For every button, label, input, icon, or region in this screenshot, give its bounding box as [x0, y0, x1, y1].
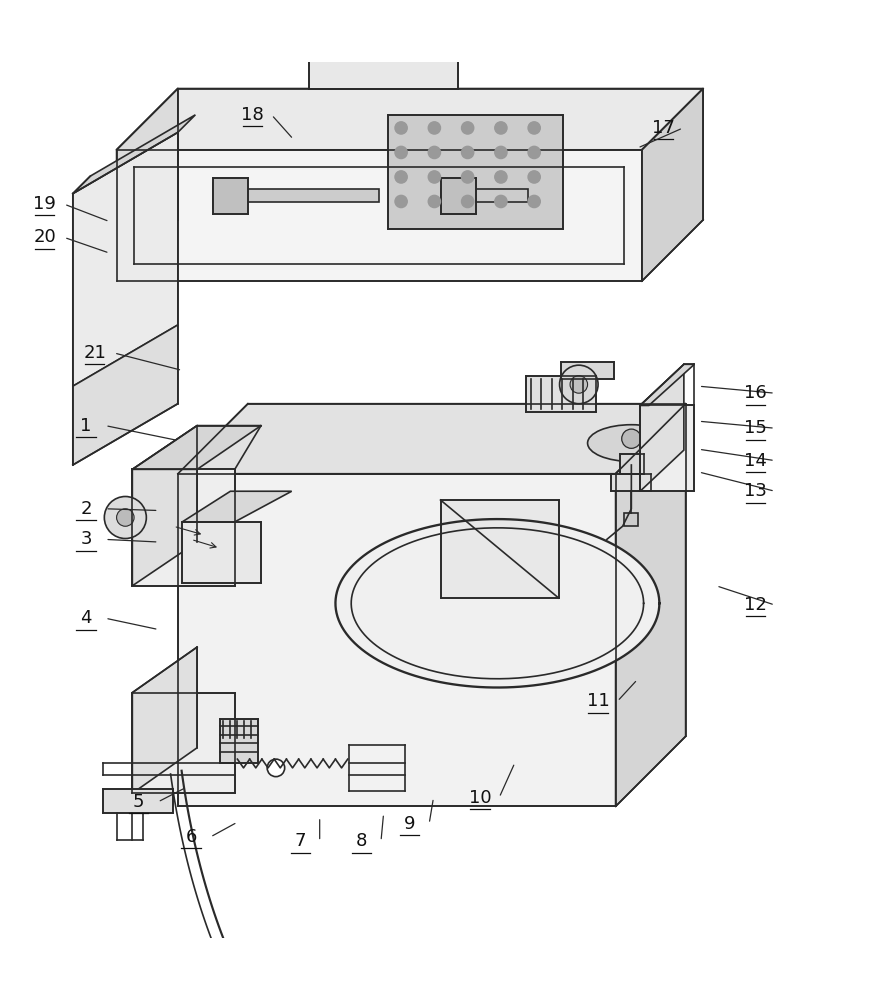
Polygon shape	[620, 454, 644, 474]
Polygon shape	[640, 364, 684, 491]
Text: 2: 2	[80, 500, 92, 518]
Polygon shape	[640, 364, 694, 405]
Circle shape	[104, 496, 146, 539]
Text: 6: 6	[185, 828, 196, 846]
Polygon shape	[132, 647, 197, 793]
Text: 19: 19	[33, 195, 56, 213]
Polygon shape	[526, 376, 596, 412]
Circle shape	[462, 171, 474, 183]
Polygon shape	[178, 474, 616, 806]
Polygon shape	[213, 183, 231, 208]
Polygon shape	[132, 426, 197, 586]
Circle shape	[462, 195, 474, 208]
Circle shape	[528, 171, 540, 183]
Circle shape	[559, 365, 598, 404]
Text: 17: 17	[652, 119, 675, 137]
Circle shape	[428, 171, 440, 183]
Polygon shape	[178, 404, 685, 474]
Polygon shape	[182, 522, 261, 583]
Text: 11: 11	[587, 692, 610, 710]
Polygon shape	[336, 519, 659, 688]
Circle shape	[428, 122, 440, 134]
Polygon shape	[132, 469, 234, 586]
Circle shape	[395, 122, 407, 134]
Ellipse shape	[588, 425, 675, 461]
Text: 13: 13	[744, 482, 767, 500]
Text: 4: 4	[80, 609, 92, 627]
Polygon shape	[103, 789, 174, 813]
Text: 21: 21	[84, 344, 106, 362]
Polygon shape	[625, 513, 639, 526]
Polygon shape	[116, 89, 703, 150]
Circle shape	[428, 146, 440, 159]
Circle shape	[116, 509, 134, 526]
Polygon shape	[73, 115, 196, 194]
Polygon shape	[116, 150, 642, 281]
Circle shape	[622, 429, 641, 448]
Polygon shape	[132, 426, 261, 469]
Circle shape	[267, 759, 285, 777]
Polygon shape	[440, 189, 528, 202]
Polygon shape	[213, 178, 248, 214]
Polygon shape	[220, 719, 258, 763]
Text: 8: 8	[356, 832, 367, 850]
Polygon shape	[611, 474, 650, 491]
Polygon shape	[388, 115, 563, 229]
Circle shape	[528, 122, 540, 134]
Polygon shape	[73, 325, 178, 465]
Text: 14: 14	[744, 452, 767, 470]
Text: 10: 10	[469, 789, 492, 807]
Polygon shape	[116, 89, 178, 281]
Text: 15: 15	[744, 419, 767, 437]
Polygon shape	[73, 132, 178, 386]
Circle shape	[395, 171, 407, 183]
Circle shape	[395, 146, 407, 159]
Circle shape	[462, 146, 474, 159]
Circle shape	[495, 146, 507, 159]
Polygon shape	[440, 178, 476, 214]
Polygon shape	[440, 500, 559, 598]
Circle shape	[495, 122, 507, 134]
Text: 20: 20	[33, 228, 56, 246]
Text: 9: 9	[404, 815, 416, 833]
Polygon shape	[132, 693, 234, 793]
Circle shape	[528, 195, 540, 208]
Text: 7: 7	[294, 832, 307, 850]
Polygon shape	[561, 362, 614, 379]
Circle shape	[495, 195, 507, 208]
Circle shape	[428, 195, 440, 208]
Polygon shape	[642, 89, 703, 281]
Text: 12: 12	[744, 596, 767, 614]
Circle shape	[395, 195, 407, 208]
Polygon shape	[640, 405, 694, 491]
Polygon shape	[182, 491, 292, 522]
Text: 16: 16	[744, 384, 767, 402]
Circle shape	[462, 122, 474, 134]
Text: 5: 5	[133, 793, 144, 811]
Text: 3: 3	[80, 530, 92, 548]
Circle shape	[495, 171, 507, 183]
Text: 1: 1	[80, 417, 92, 435]
Polygon shape	[616, 404, 685, 806]
Text: 18: 18	[241, 106, 263, 124]
Polygon shape	[309, 1, 458, 89]
Circle shape	[570, 376, 588, 393]
Polygon shape	[213, 189, 379, 202]
Circle shape	[528, 146, 540, 159]
